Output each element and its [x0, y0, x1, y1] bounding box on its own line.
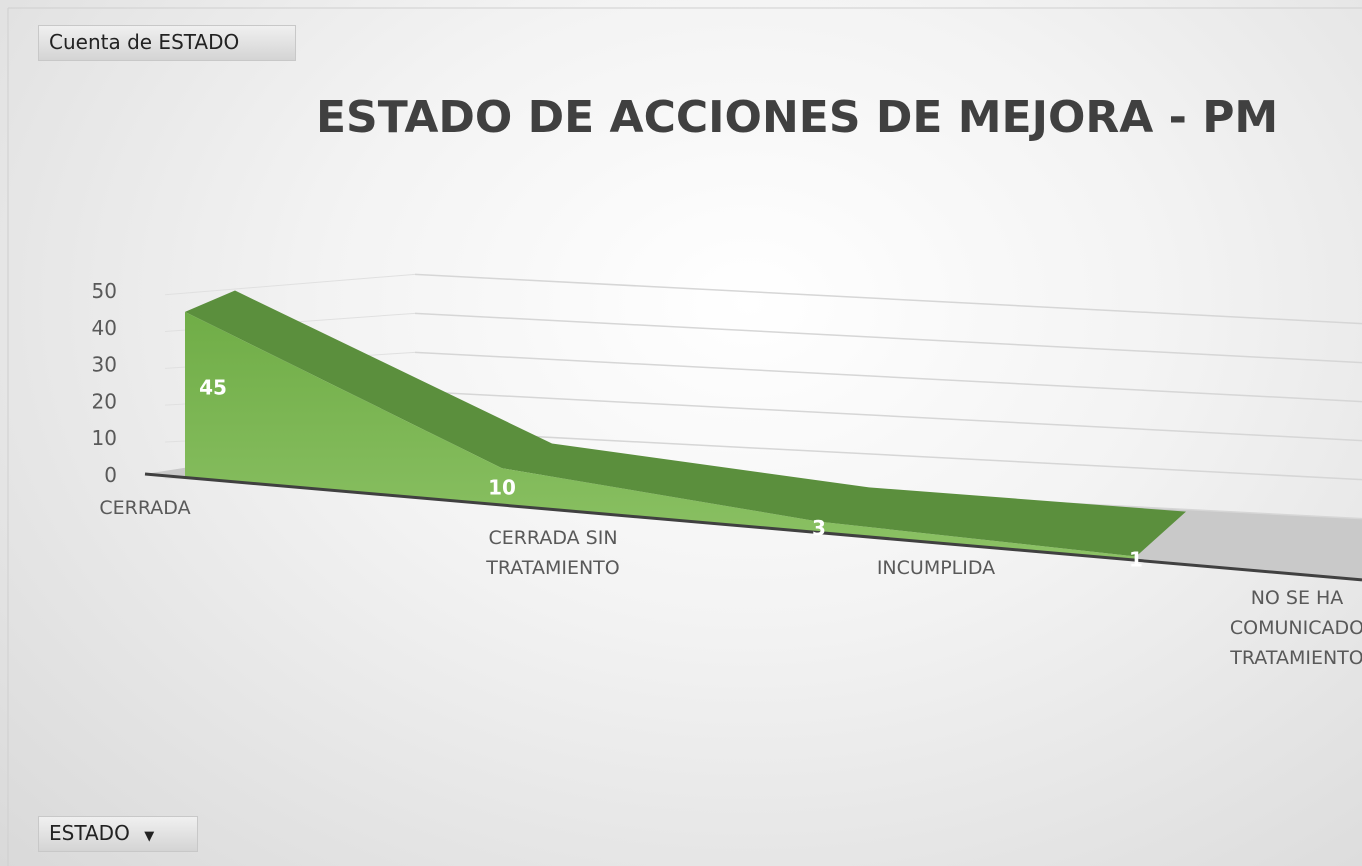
y-tick-label: 40 — [92, 316, 117, 340]
dropdown-arrow[interactable]: ▼ — [144, 829, 155, 844]
grid-line — [414, 351, 1362, 403]
value-field-button[interactable]: Cuenta de ESTADO — [38, 25, 296, 61]
data-label: 10 — [488, 476, 516, 500]
grid-line — [414, 312, 1362, 364]
area-top — [185, 290, 1186, 557]
grid-line — [414, 429, 1362, 481]
axis-field-label: ESTADO — [49, 821, 130, 845]
grid-line — [414, 273, 1362, 325]
left-wall-line — [164, 273, 416, 296]
data-label: 1 — [1129, 547, 1143, 571]
grid-line — [414, 390, 1362, 442]
x-tick-label: INCUMPLIDA — [876, 557, 996, 579]
x-tick-label: CERRADA SIN TRATAMIENTO — [486, 527, 620, 579]
y-tick-label: 50 — [92, 279, 117, 303]
x-tick-label: CERRADA — [99, 497, 191, 519]
y-tick-label: 10 — [92, 426, 117, 450]
x-tick-label: NO SE HA COMUNICADO TRATAMIENTO — [1229, 587, 1362, 669]
category-axis — [144, 472, 1362, 582]
data-label: 3 — [812, 516, 826, 540]
y-tick-label: 20 — [92, 389, 117, 413]
y-tick-label: 0 — [104, 463, 117, 487]
chart-title: ESTADO DE ACCIONES DE MEJORA - PM — [316, 92, 1278, 143]
data-label: 45 — [199, 375, 227, 399]
y-tick-label: 30 — [92, 353, 117, 377]
axis-field-button[interactable]: ESTADO ▼ — [38, 816, 198, 852]
